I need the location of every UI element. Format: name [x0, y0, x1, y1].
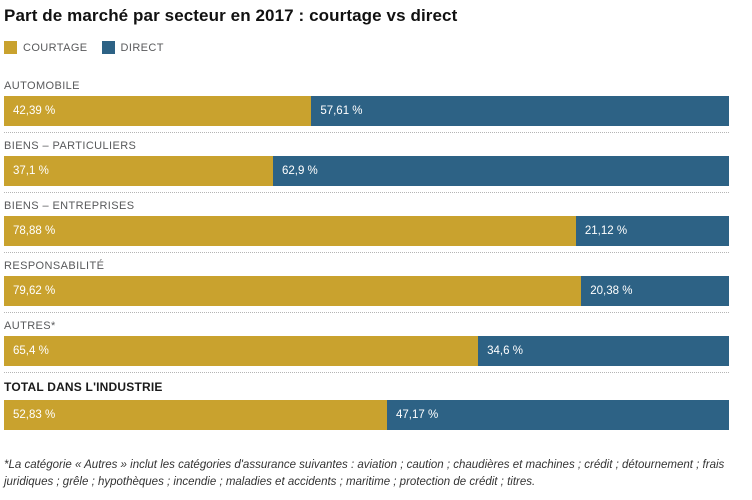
courtage-segment: 42,39 % [4, 96, 312, 126]
row-divider [4, 192, 729, 193]
courtage-segment: 37,1 % [4, 156, 273, 186]
row-divider [4, 372, 729, 373]
direct-segment: 57,61 % [311, 96, 729, 126]
bar-row-automobile: AUTOMOBILE 42,39 % 57,61 % [4, 80, 729, 126]
category-label: AUTRES* [4, 320, 56, 332]
courtage-segment: 65,4 % [4, 336, 479, 366]
category-label: TOTAL DANS L'INDUSTRIE [4, 380, 163, 394]
bar-row-total-industrie: TOTAL DANS L'INDUSTRIE 52,83 % 47,17 % [4, 380, 729, 430]
category-label: BIENS – ENTREPRISES [4, 200, 135, 212]
category-label: AUTOMOBILE [4, 80, 80, 92]
row-divider [4, 132, 729, 133]
bar: 37,1 % 62,9 % [4, 156, 729, 186]
bar: 78,88 % 21,12 % [4, 216, 729, 246]
bar: 65,4 % 34,6 % [4, 336, 729, 366]
bar-row-autres: AUTRES* 65,4 % 34,6 % [4, 320, 729, 366]
courtage-segment: 52,83 % [4, 400, 388, 430]
direct-segment: 34,6 % [478, 336, 729, 366]
bar-row-biens-particuliers: BIENS – PARTICULIERS 37,1 % 62,9 % [4, 140, 729, 186]
chart-title: Part de marché par secteur en 2017 : cou… [4, 6, 458, 25]
direct-segment: 47,17 % [387, 400, 729, 430]
bar: 52,83 % 47,17 % [4, 400, 729, 430]
courtage-segment: 79,62 % [4, 276, 582, 306]
direct-segment: 21,12 % [575, 216, 729, 246]
category-label: RESPONSABILITÉ [4, 260, 105, 272]
bar-row-responsabilite: RESPONSABILITÉ 79,62 % 20,38 % [4, 260, 729, 306]
legend-item-courtage: COURTAGE [4, 41, 88, 54]
footnote: *La catégorie « Autres » inclut les caté… [4, 459, 725, 489]
courtage-segment: 78,88 % [4, 216, 576, 246]
legend: COURTAGE DIRECT [4, 41, 729, 54]
direct-swatch-icon [101, 41, 115, 54]
legend-item-direct: DIRECT [101, 41, 164, 54]
legend-direct-label: DIRECT [120, 41, 164, 54]
direct-segment: 62,9 % [272, 156, 729, 186]
stacked-bar-chart: AUTOMOBILE 42,39 % 57,61 % BIENS – PARTI… [4, 80, 729, 430]
row-divider [4, 252, 729, 253]
courtage-swatch-icon [4, 41, 17, 54]
bar: 79,62 % 20,38 % [4, 276, 729, 306]
direct-segment: 20,38 % [581, 276, 729, 306]
bar: 42,39 % 57,61 % [4, 96, 729, 126]
legend-courtage-label: COURTAGE [23, 41, 88, 54]
bar-row-biens-entreprises: BIENS – ENTREPRISES 78,88 % 21,12 % [4, 200, 729, 246]
row-divider [4, 312, 729, 313]
category-label: BIENS – PARTICULIERS [4, 140, 137, 152]
